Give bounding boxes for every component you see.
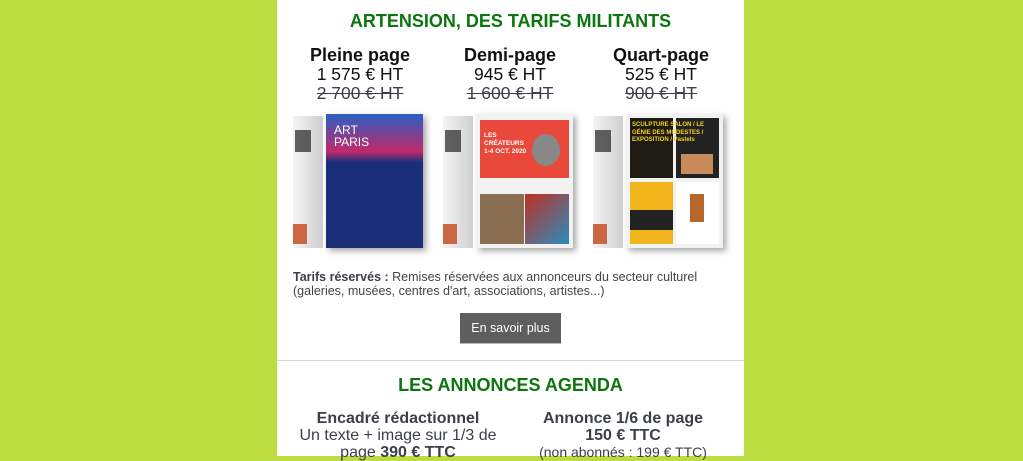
tier-name: Demi-page: [463, 45, 557, 65]
email-content-column: ARTENSION, DES TARIFS MILITANTS Pleine p…: [277, 0, 744, 461]
agenda-item-annonce: Annonce 1/6 de page 150 € TTC (non abonn…: [513, 410, 733, 461]
en-savoir-plus-button[interactable]: En savoir plus: [460, 313, 561, 344]
agenda-item-desc: Un texte + image sur 1/3 de: [299, 427, 497, 444]
tier-price: 525 € HT: [625, 64, 697, 84]
tier-price: 945 € HT: [474, 64, 546, 84]
agenda-item-price: 390 € TTC: [380, 444, 456, 461]
tier-name: Quart-page: [612, 45, 709, 65]
magazine-image-full-page: ART PARIS: [293, 110, 428, 255]
tarifs-note-label: Tarifs réservés :: [293, 270, 389, 284]
image-lettering-quarter-page-ads: SCULPTURE SALON / LE GÉNIE DES MODESTES …: [632, 122, 705, 143]
magazine-image-half-page: LES CRÉATEURS 1-4 OCT. 2020: [443, 110, 578, 255]
tarifs-note: Tarifs réservés : Remises réservées aux …: [293, 270, 723, 298]
tier-pleine-page: Pleine page 1 575 € HT 2 700 € HT: [285, 45, 435, 103]
section-title-tarifs: ARTENSION, DES TARIFS MILITANTS: [349, 11, 672, 31]
tier-old-price: 900 € HT: [625, 83, 697, 103]
tarifs-note-text: Remises réservées aux annonceurs du sect…: [293, 270, 698, 298]
agenda-item-note: (non abonnés : 199 € TTC): [539, 444, 707, 460]
section-divider: [277, 360, 744, 361]
image-lettering-art-paris: ART PARIS: [334, 123, 370, 149]
magazine-image-quarter-page: SCULPTURE SALON / LE GÉNIE DES MODESTES …: [593, 110, 728, 255]
tier-old-price: 1 600 € HT: [466, 83, 554, 103]
agenda-item-desc-2: page: [340, 444, 381, 461]
agenda-item-encadre: Encadré rédactionnel Un texte + image su…: [288, 410, 508, 461]
image-lettering-createurs: LES CRÉATEURS 1-4 OCT. 2020: [484, 132, 527, 155]
agenda-item-name: Encadré rédactionnel: [316, 410, 480, 427]
tier-price: 1 575 € HT: [316, 64, 404, 84]
agenda-item-price: 150 € TTC: [585, 427, 661, 444]
tier-name: Pleine page: [309, 45, 411, 65]
tier-old-price: 2 700 € HT: [316, 83, 404, 103]
tier-demi-page: Demi-page 945 € HT 1 600 € HT: [435, 45, 585, 103]
agenda-item-name: Annonce 1/6 de page: [542, 410, 704, 427]
tier-quart-page: Quart-page 525 € HT 900 € HT: [586, 45, 736, 103]
section-title-agenda: LES ANNONCES AGENDA: [398, 375, 623, 395]
